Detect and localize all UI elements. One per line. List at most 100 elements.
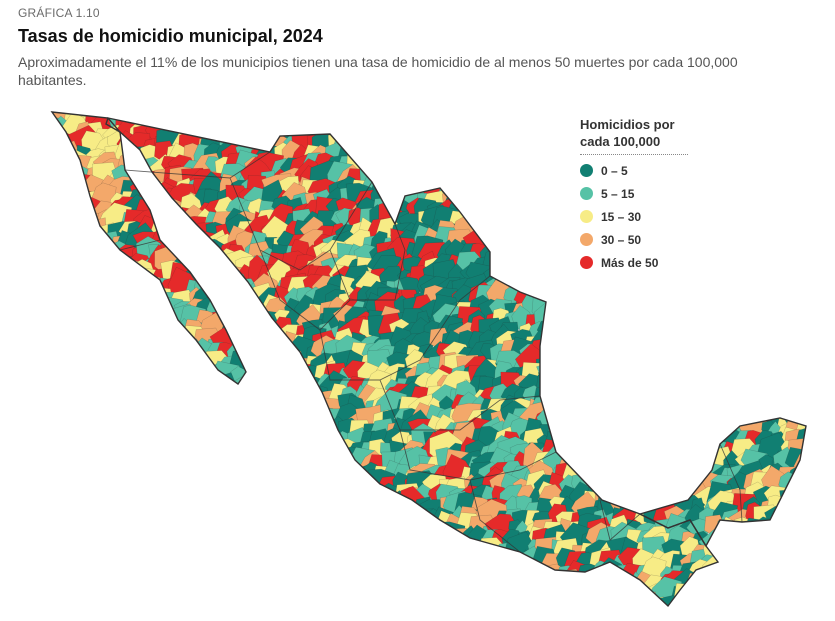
municipality — [699, 591, 728, 606]
municipality — [92, 281, 121, 314]
municipality — [316, 444, 344, 476]
municipality — [275, 497, 294, 515]
municipality — [707, 112, 732, 115]
municipality — [52, 372, 74, 399]
municipality — [376, 160, 410, 192]
municipality — [130, 558, 155, 584]
municipality — [207, 112, 228, 114]
municipality — [622, 445, 642, 462]
municipality — [115, 517, 144, 544]
municipality — [789, 183, 806, 210]
municipality — [734, 112, 760, 123]
municipality — [311, 478, 334, 499]
municipality — [114, 448, 141, 481]
municipality — [696, 112, 722, 114]
municipality — [52, 243, 59, 270]
municipality — [131, 478, 152, 496]
municipality — [137, 327, 162, 352]
municipality — [99, 288, 134, 317]
municipality — [739, 90, 766, 112]
municipality — [78, 321, 95, 339]
municipality — [790, 552, 806, 574]
municipality — [561, 384, 580, 405]
municipality — [169, 573, 195, 595]
municipality — [786, 162, 806, 185]
municipality — [179, 562, 207, 584]
municipality — [174, 112, 192, 125]
municipality — [731, 541, 755, 567]
municipality — [590, 90, 608, 108]
municipality — [723, 328, 746, 355]
municipality — [229, 122, 249, 139]
municipality — [518, 235, 547, 260]
municipality — [799, 373, 806, 397]
municipality — [130, 526, 153, 549]
municipality — [242, 449, 269, 472]
municipality — [210, 508, 243, 531]
municipality — [280, 573, 302, 596]
municipality — [280, 112, 309, 134]
municipality — [296, 386, 315, 404]
municipality — [457, 573, 484, 595]
municipality — [556, 112, 577, 134]
municipality — [124, 581, 149, 605]
municipality — [182, 463, 201, 484]
municipality — [681, 384, 700, 404]
municipality — [333, 551, 363, 579]
municipality — [546, 155, 568, 173]
municipality — [332, 112, 359, 116]
municipality — [71, 595, 94, 606]
municipality — [544, 112, 575, 117]
municipality — [680, 356, 703, 376]
municipality — [508, 112, 537, 114]
municipality — [296, 428, 322, 453]
municipality — [171, 503, 200, 537]
municipality — [700, 112, 727, 136]
municipality — [678, 268, 695, 285]
municipality — [311, 439, 338, 472]
municipality — [609, 589, 643, 606]
municipality — [132, 379, 150, 398]
municipality — [118, 432, 139, 454]
municipality — [94, 306, 117, 331]
municipality — [215, 560, 238, 585]
municipality — [790, 385, 806, 413]
municipality — [52, 362, 63, 386]
municipality — [311, 524, 333, 549]
municipality — [277, 429, 308, 458]
municipality — [630, 591, 657, 606]
municipality — [733, 309, 756, 330]
municipality — [77, 307, 95, 325]
municipality — [731, 199, 754, 221]
municipality — [83, 341, 110, 370]
municipality — [636, 328, 659, 351]
municipality — [404, 523, 423, 540]
municipality — [184, 112, 214, 137]
municipality — [105, 255, 123, 275]
municipality — [653, 386, 682, 421]
municipality — [53, 441, 78, 463]
page-title: Tasas de homicidio municipal, 2024 — [18, 26, 323, 46]
municipality — [772, 302, 802, 336]
municipality — [135, 296, 159, 319]
municipality — [704, 191, 722, 207]
municipality — [319, 515, 346, 538]
municipality — [711, 386, 739, 413]
municipality — [52, 560, 69, 584]
municipality — [652, 388, 679, 413]
municipality — [308, 483, 327, 504]
municipality — [52, 499, 66, 520]
municipality — [553, 578, 583, 606]
municipality — [588, 420, 618, 445]
municipality — [32, 562, 51, 580]
municipality — [338, 121, 361, 147]
municipality — [657, 366, 683, 388]
municipality — [713, 279, 730, 298]
municipality — [242, 449, 262, 474]
municipality — [390, 595, 416, 606]
municipality — [52, 472, 59, 499]
municipality — [510, 112, 531, 132]
municipality — [448, 141, 471, 168]
municipality — [182, 582, 211, 606]
municipality — [189, 440, 219, 461]
